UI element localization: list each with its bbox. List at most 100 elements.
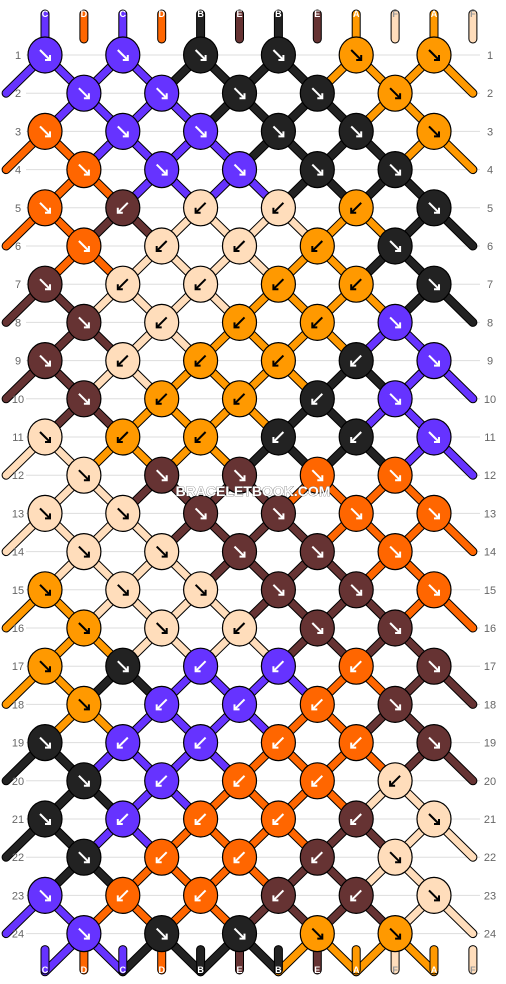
knot <box>377 914 413 953</box>
row-number-left: 9 <box>15 356 21 368</box>
row-number-left: 11 <box>12 432 23 444</box>
knot <box>260 189 296 227</box>
strand-label-bottom: D <box>81 965 88 975</box>
knot-arrowhead-icon <box>434 895 440 902</box>
knot <box>105 265 141 303</box>
knot <box>377 762 413 800</box>
knot-arrow-icon <box>428 660 440 672</box>
knot <box>338 876 374 915</box>
knot-arrowhead-icon <box>83 93 90 100</box>
row-number-left: 2 <box>15 88 21 100</box>
knot-arrowhead-icon <box>45 437 51 443</box>
knot <box>221 151 258 189</box>
knot-arrowhead-icon <box>395 857 402 864</box>
knot <box>183 723 219 762</box>
knot-arrow-icon <box>39 889 51 902</box>
row-number-left: 20 <box>12 776 24 788</box>
knot <box>299 685 335 724</box>
knot <box>66 532 102 571</box>
knot <box>299 532 335 571</box>
knot-arrow-icon <box>117 125 129 138</box>
knot-arrowhead-icon <box>317 93 324 100</box>
knot <box>27 494 63 533</box>
knot-arrow-icon <box>39 813 51 825</box>
strand-label-top: F <box>470 9 476 19</box>
knot-arrowhead-icon <box>311 780 318 787</box>
knot-arrowhead-icon <box>161 93 168 100</box>
knot-arrow-icon <box>428 125 440 138</box>
knot <box>183 265 219 303</box>
knot-arrowhead-icon <box>434 55 440 61</box>
knot-arrow-icon <box>428 889 440 902</box>
knot <box>338 494 374 533</box>
knot-arrow-icon <box>350 660 362 672</box>
strand-label-bottom: C <box>42 965 49 975</box>
knot <box>27 112 63 150</box>
knot-arrow-icon <box>389 851 401 863</box>
knot-arrowhead-icon <box>239 169 246 176</box>
knot-arrow-icon <box>117 889 129 902</box>
knot <box>299 914 335 953</box>
knot-arrowhead-icon <box>395 322 402 329</box>
knot <box>260 800 296 838</box>
knot <box>260 265 296 303</box>
knot-arrow-icon <box>272 354 285 367</box>
knot-arrowhead-icon <box>233 246 240 252</box>
knot-arrowhead-icon <box>155 246 162 252</box>
knot <box>144 227 180 265</box>
knot <box>338 36 374 74</box>
knot <box>66 151 102 189</box>
knot <box>144 74 180 112</box>
row-number-right: 18 <box>484 699 496 711</box>
knot-arrow-icon <box>311 240 324 252</box>
row-number-right: 22 <box>484 852 496 864</box>
knot-arrow-icon <box>428 813 440 825</box>
knot-arrow-icon <box>428 354 440 367</box>
knot-arrow-icon <box>194 202 207 214</box>
knot-arrow-icon <box>155 927 168 940</box>
row-number-right: 5 <box>487 203 493 215</box>
knot-arrowhead-icon <box>233 704 240 711</box>
row-number-left: 12 <box>12 470 24 482</box>
knot <box>183 36 219 74</box>
knot-arrowhead-icon <box>434 666 440 673</box>
knot-arrowhead-icon <box>116 207 123 214</box>
knot <box>377 685 413 724</box>
row-number-left: 21 <box>12 814 24 826</box>
knot-arrowhead-icon <box>116 819 123 825</box>
knot-arrowhead-icon <box>395 933 402 940</box>
knot-arrowhead-icon <box>45 360 51 367</box>
knot <box>299 151 335 189</box>
knot <box>105 571 141 609</box>
knot-arrow-icon <box>39 125 51 138</box>
knot <box>260 494 296 533</box>
knot-arrow-icon <box>272 889 285 902</box>
knot <box>27 265 63 303</box>
knot <box>183 418 219 456</box>
row-number-right: 19 <box>484 738 496 750</box>
knot-arrowhead-icon <box>395 551 402 558</box>
knot <box>105 876 141 915</box>
knot-arrowhead-icon <box>122 131 129 138</box>
knot-arrowhead-icon <box>161 551 168 558</box>
knot-arrow-icon <box>272 49 285 61</box>
knot <box>377 838 413 876</box>
knot-arrowhead-icon <box>278 513 285 520</box>
knot-arrowhead-icon <box>311 246 318 252</box>
knot-arrow-icon <box>272 736 285 749</box>
knot <box>27 36 63 74</box>
knot-arrow-icon <box>155 469 168 481</box>
knot <box>416 494 452 533</box>
knot <box>338 112 374 150</box>
knot <box>221 227 258 265</box>
knot <box>105 418 141 456</box>
knot-arrow-icon <box>350 813 362 825</box>
knot <box>299 227 335 265</box>
knot-arrow-icon <box>233 393 246 405</box>
knot-arrow-icon <box>194 584 207 596</box>
knot-arrow-icon <box>272 431 285 443</box>
strand-label-bottom: C <box>120 965 127 975</box>
knot <box>66 303 102 341</box>
knot <box>338 723 374 762</box>
knot <box>260 723 296 762</box>
